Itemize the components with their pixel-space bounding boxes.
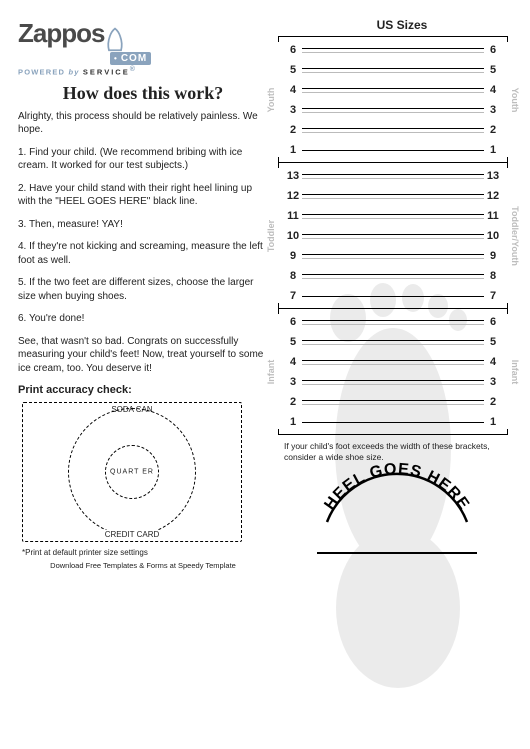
size-num-right: 2 — [484, 396, 502, 408]
size-num-left: 4 — [284, 84, 302, 96]
size-num-right: 1 — [484, 416, 502, 428]
section-label-left: Youth — [266, 87, 276, 112]
size-row: 10 10 — [284, 226, 502, 246]
size-num-left: 11 — [284, 210, 302, 222]
intro-text: Alrighty, this process should be relativ… — [18, 110, 268, 137]
step-4: 4. If they're not kicking and screaming,… — [18, 240, 268, 267]
size-num-left: 9 — [284, 250, 302, 262]
credit-card-label: CREDIT CARD — [101, 530, 164, 539]
size-num-left: 6 — [284, 316, 302, 328]
size-num-right: 3 — [484, 104, 502, 116]
size-num-left: 12 — [284, 190, 302, 202]
size-num-left: 8 — [284, 270, 302, 282]
size-num-right: 6 — [484, 316, 502, 328]
size-num-right: 8 — [484, 270, 502, 282]
size-row: 33 — [284, 100, 502, 120]
size-num-right: 1 — [484, 144, 502, 156]
step-3: 3. Then, measure! YAY! — [18, 218, 268, 232]
page-title: How does this work? — [18, 83, 268, 104]
size-num-right: 4 — [484, 356, 502, 368]
size-num-left: 2 — [284, 124, 302, 136]
size-num-left: 3 — [284, 104, 302, 116]
size-row: 88 — [284, 266, 502, 286]
step-5: 5. If the two feet are different sizes, … — [18, 276, 268, 303]
accuracy-title: Print accuracy check: — [18, 384, 268, 396]
section-toddler: ToddlerToddler/Youth13131212111110109988… — [284, 162, 502, 308]
size-num-left: 1 — [284, 416, 302, 428]
size-num-right: 2 — [484, 124, 502, 136]
section-label-left: Toddler — [266, 219, 276, 251]
svg-text:HEEL GOES HERE: HEEL GOES HERE — [321, 461, 472, 514]
size-num-right: 3 — [484, 376, 502, 388]
size-row: 44 — [284, 80, 502, 100]
shoe-icon — [106, 26, 124, 52]
size-num-right: 6 — [484, 44, 502, 56]
size-row: 44 — [284, 352, 502, 372]
size-num-left: 1 — [284, 144, 302, 156]
right-column: US Sizes YouthYouth665544332211ToddlerTo… — [278, 18, 516, 570]
size-row: 11 — [284, 140, 502, 160]
size-num-left: 10 — [284, 230, 302, 242]
outro-text: See, that wasn't so bad. Congrats on suc… — [18, 335, 268, 376]
step-1: 1. Find your child. (We recommend bribin… — [18, 146, 268, 173]
step-2: 2. Have your child stand with their righ… — [18, 182, 268, 209]
size-num-left: 5 — [284, 64, 302, 76]
section-label-left: Infant — [266, 359, 276, 384]
size-num-right: 13 — [484, 170, 502, 182]
chart-title: US Sizes — [288, 18, 516, 32]
logo-brand: Zappos — [18, 18, 104, 48]
accuracy-box: SODA CAN QUART ER CREDIT CARD — [22, 402, 242, 542]
size-num-left: 2 — [284, 396, 302, 408]
heel-label: HEEL GOES HERE — [312, 382, 482, 552]
download-note: Download Free Templates & Forms at Speed… — [18, 561, 268, 570]
logo-tagline: POWERED by SERVICE® — [18, 66, 268, 77]
left-column: Zappos COM POWERED by SERVICE® How does … — [18, 18, 268, 570]
logo-dotcom: COM — [110, 52, 151, 65]
size-row: 22 — [284, 120, 502, 140]
size-num-left: 7 — [284, 290, 302, 302]
size-row: 66 — [284, 40, 502, 60]
section-label-right: Toddler/Youth — [510, 206, 520, 266]
size-row: 55 — [284, 332, 502, 352]
size-num-right: 10 — [484, 230, 502, 242]
size-row: 77 — [284, 286, 502, 306]
size-row: 99 — [284, 246, 502, 266]
logo: Zappos COM POWERED by SERVICE® — [18, 18, 268, 77]
size-num-right: 9 — [484, 250, 502, 262]
size-num-right: 11 — [484, 210, 502, 222]
size-num-right: 12 — [484, 190, 502, 202]
size-num-right: 5 — [484, 64, 502, 76]
section-youth: YouthYouth665544332211 — [284, 36, 502, 162]
size-num-left: 5 — [284, 336, 302, 348]
section-label-right: Youth — [510, 87, 520, 112]
size-row: 13 13 — [284, 166, 502, 186]
size-row: 66 — [284, 312, 502, 332]
quarter-label: QUART ER — [110, 469, 154, 476]
size-num-right: 5 — [484, 336, 502, 348]
print-note: *Print at default printer size settings — [22, 548, 268, 557]
size-row: 11 11 — [284, 206, 502, 226]
step-6: 6. You're done! — [18, 312, 268, 326]
section-label-right: Infant — [510, 359, 520, 384]
size-chart: YouthYouth665544332211ToddlerToddler/You… — [284, 36, 502, 435]
size-row: 12 12 — [284, 186, 502, 206]
size-num-right: 4 — [484, 84, 502, 96]
size-num-left: 4 — [284, 356, 302, 368]
size-num-left: 13 — [284, 170, 302, 182]
size-num-right: 7 — [484, 290, 502, 302]
heel-baseline — [317, 552, 477, 554]
size-num-left: 3 — [284, 376, 302, 388]
size-row: 55 — [284, 60, 502, 80]
size-num-left: 6 — [284, 44, 302, 56]
